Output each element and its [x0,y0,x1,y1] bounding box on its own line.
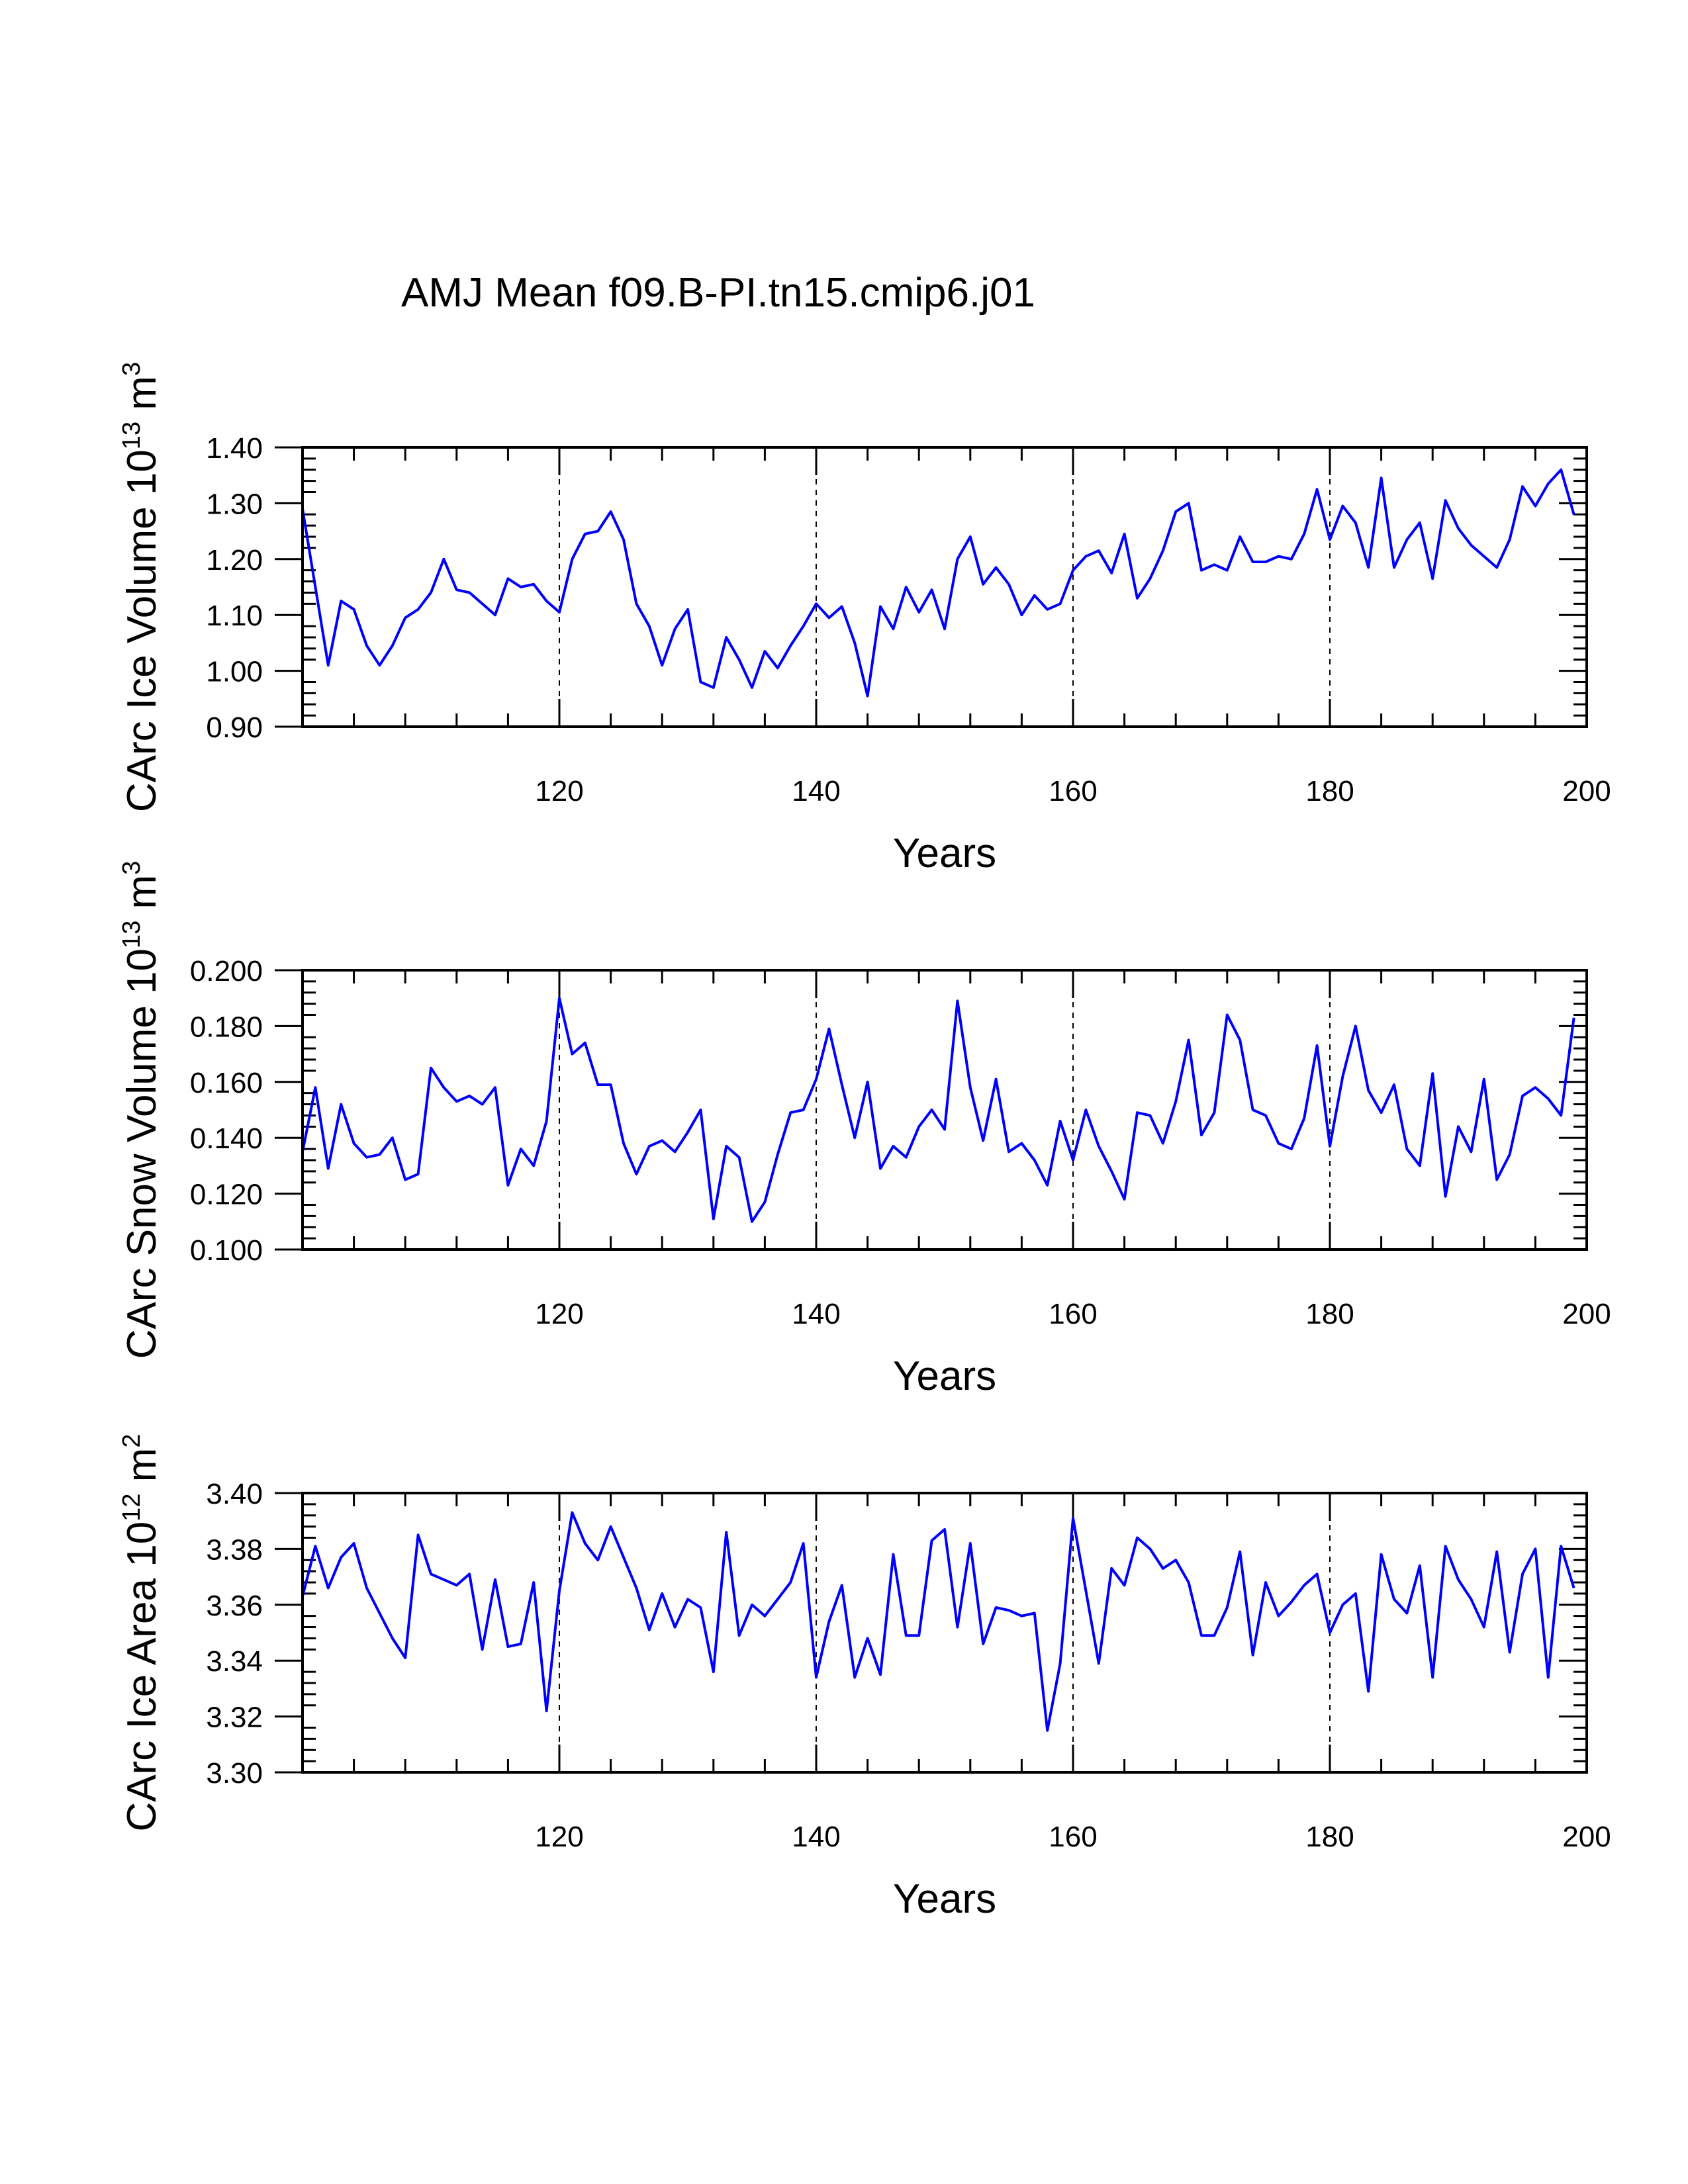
y-tick-label: 0.160 [190,1067,263,1099]
x-tick-label: 120 [535,1298,583,1330]
series-line [301,468,1575,698]
x-axis-title: Years [893,1876,996,1922]
y-tick-label: 0.200 [190,955,263,987]
y-tick-label: 1.30 [206,488,263,520]
series-line [301,997,1575,1223]
y-axis-title: CArc Ice Area 1012 m2 [118,1434,165,1832]
x-tick-label: 200 [1562,1298,1611,1330]
x-axis-title: Years [893,831,996,876]
x-tick-label: 200 [1562,1821,1611,1853]
x-tick-label: 160 [1049,775,1097,807]
x-tick-label: 160 [1049,1821,1097,1853]
y-tick-label: 1.20 [206,544,263,576]
panel-ice-area: 120 140 160 180 200 3.30 3.32 3.34 3.36 3.38 3.40 Y… [118,1434,1611,1922]
y-tick-label: 0.120 [190,1179,263,1211]
y-tick-label: 0.100 [190,1234,263,1267]
y-tick-label: 3.40 [206,1478,263,1510]
y-axis-title: CArc Snow Volume 1013 m3 [118,861,165,1359]
x-tick-label: 120 [535,1821,583,1853]
figure-title: AMJ Mean f09.B-PI.tn15.cmip6.j01 [401,270,1035,316]
y-tick-label: 0.180 [190,1011,263,1043]
x-tick-label: 180 [1305,1298,1354,1330]
x-axis-title: Years [893,1353,996,1399]
panel-ice-volume: 120 140 160 180 200 0.90 1.00 1.10 1.20 1.30 1.40 Y… [118,362,1611,876]
plot-frame [301,1492,1588,1774]
plot-frame [301,969,1588,1251]
x-tick-label: 140 [792,1821,840,1853]
y-tick-label: 3.30 [206,1757,263,1790]
plot-frame [301,446,1588,728]
y-axis-title: CArc Ice Volume 1013 m3 [118,362,165,812]
y-tick-label: 1.40 [206,432,263,465]
x-tick-label: 140 [792,1298,840,1330]
x-tick-label: 120 [535,775,583,807]
panel-snow-volume: 120 140 160 180 200 0.100 0.120 0.140 0.160 0.180… [118,861,1611,1399]
y-tick-label: 3.36 [206,1590,263,1622]
y-tick-label: 3.34 [206,1645,263,1678]
x-tick-label: 180 [1305,1821,1354,1853]
y-tick-label: 3.32 [206,1702,263,1734]
x-tick-label: 160 [1049,1298,1097,1330]
y-tick-label: 1.10 [206,600,263,632]
x-tick-label: 200 [1562,775,1611,807]
series-line [301,1511,1575,1732]
y-tick-label: 1.00 [206,656,263,688]
x-tick-label: 140 [792,775,840,807]
y-tick-label: 0.140 [190,1122,263,1155]
y-tick-label: 3.38 [206,1533,263,1566]
y-tick-label: 0.90 [206,711,263,744]
x-tick-label: 180 [1305,775,1354,807]
